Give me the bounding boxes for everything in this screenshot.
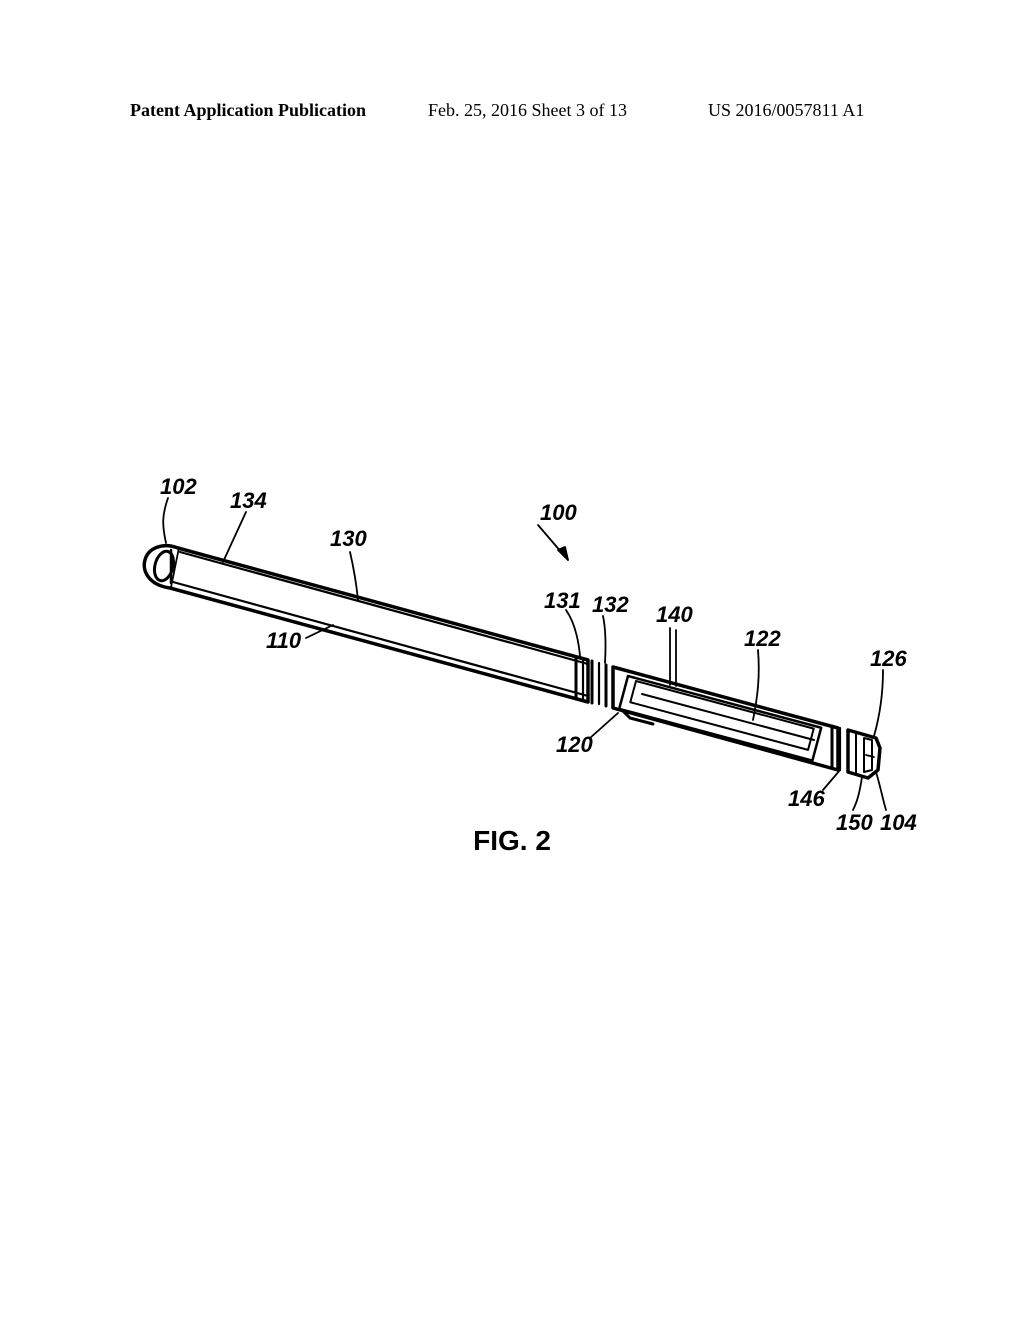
- header-patent-number: US 2016/0057811 A1: [708, 100, 864, 121]
- ref-110: 110: [266, 628, 302, 653]
- header-publication: Patent Application Publication: [130, 100, 366, 121]
- ref-122: 122: [744, 626, 781, 651]
- ref-132: 132: [592, 592, 629, 617]
- ref-130: 130: [330, 526, 367, 551]
- ref-102: 102: [160, 474, 197, 499]
- header-date-sheet: Feb. 25, 2016 Sheet 3 of 13: [428, 100, 627, 121]
- figure-caption: FIG. 2: [0, 825, 1024, 857]
- ref-134: 134: [230, 488, 267, 513]
- patent-figure-2: 102 134 130 100 110 131 132 140 122 126 …: [108, 470, 918, 850]
- ref-100: 100: [540, 500, 577, 525]
- ref-131: 131: [544, 588, 581, 613]
- ref-140: 140: [656, 602, 693, 627]
- ref-126: 126: [870, 646, 907, 671]
- ref-120: 120: [556, 732, 593, 757]
- ref-146: 146: [788, 786, 825, 811]
